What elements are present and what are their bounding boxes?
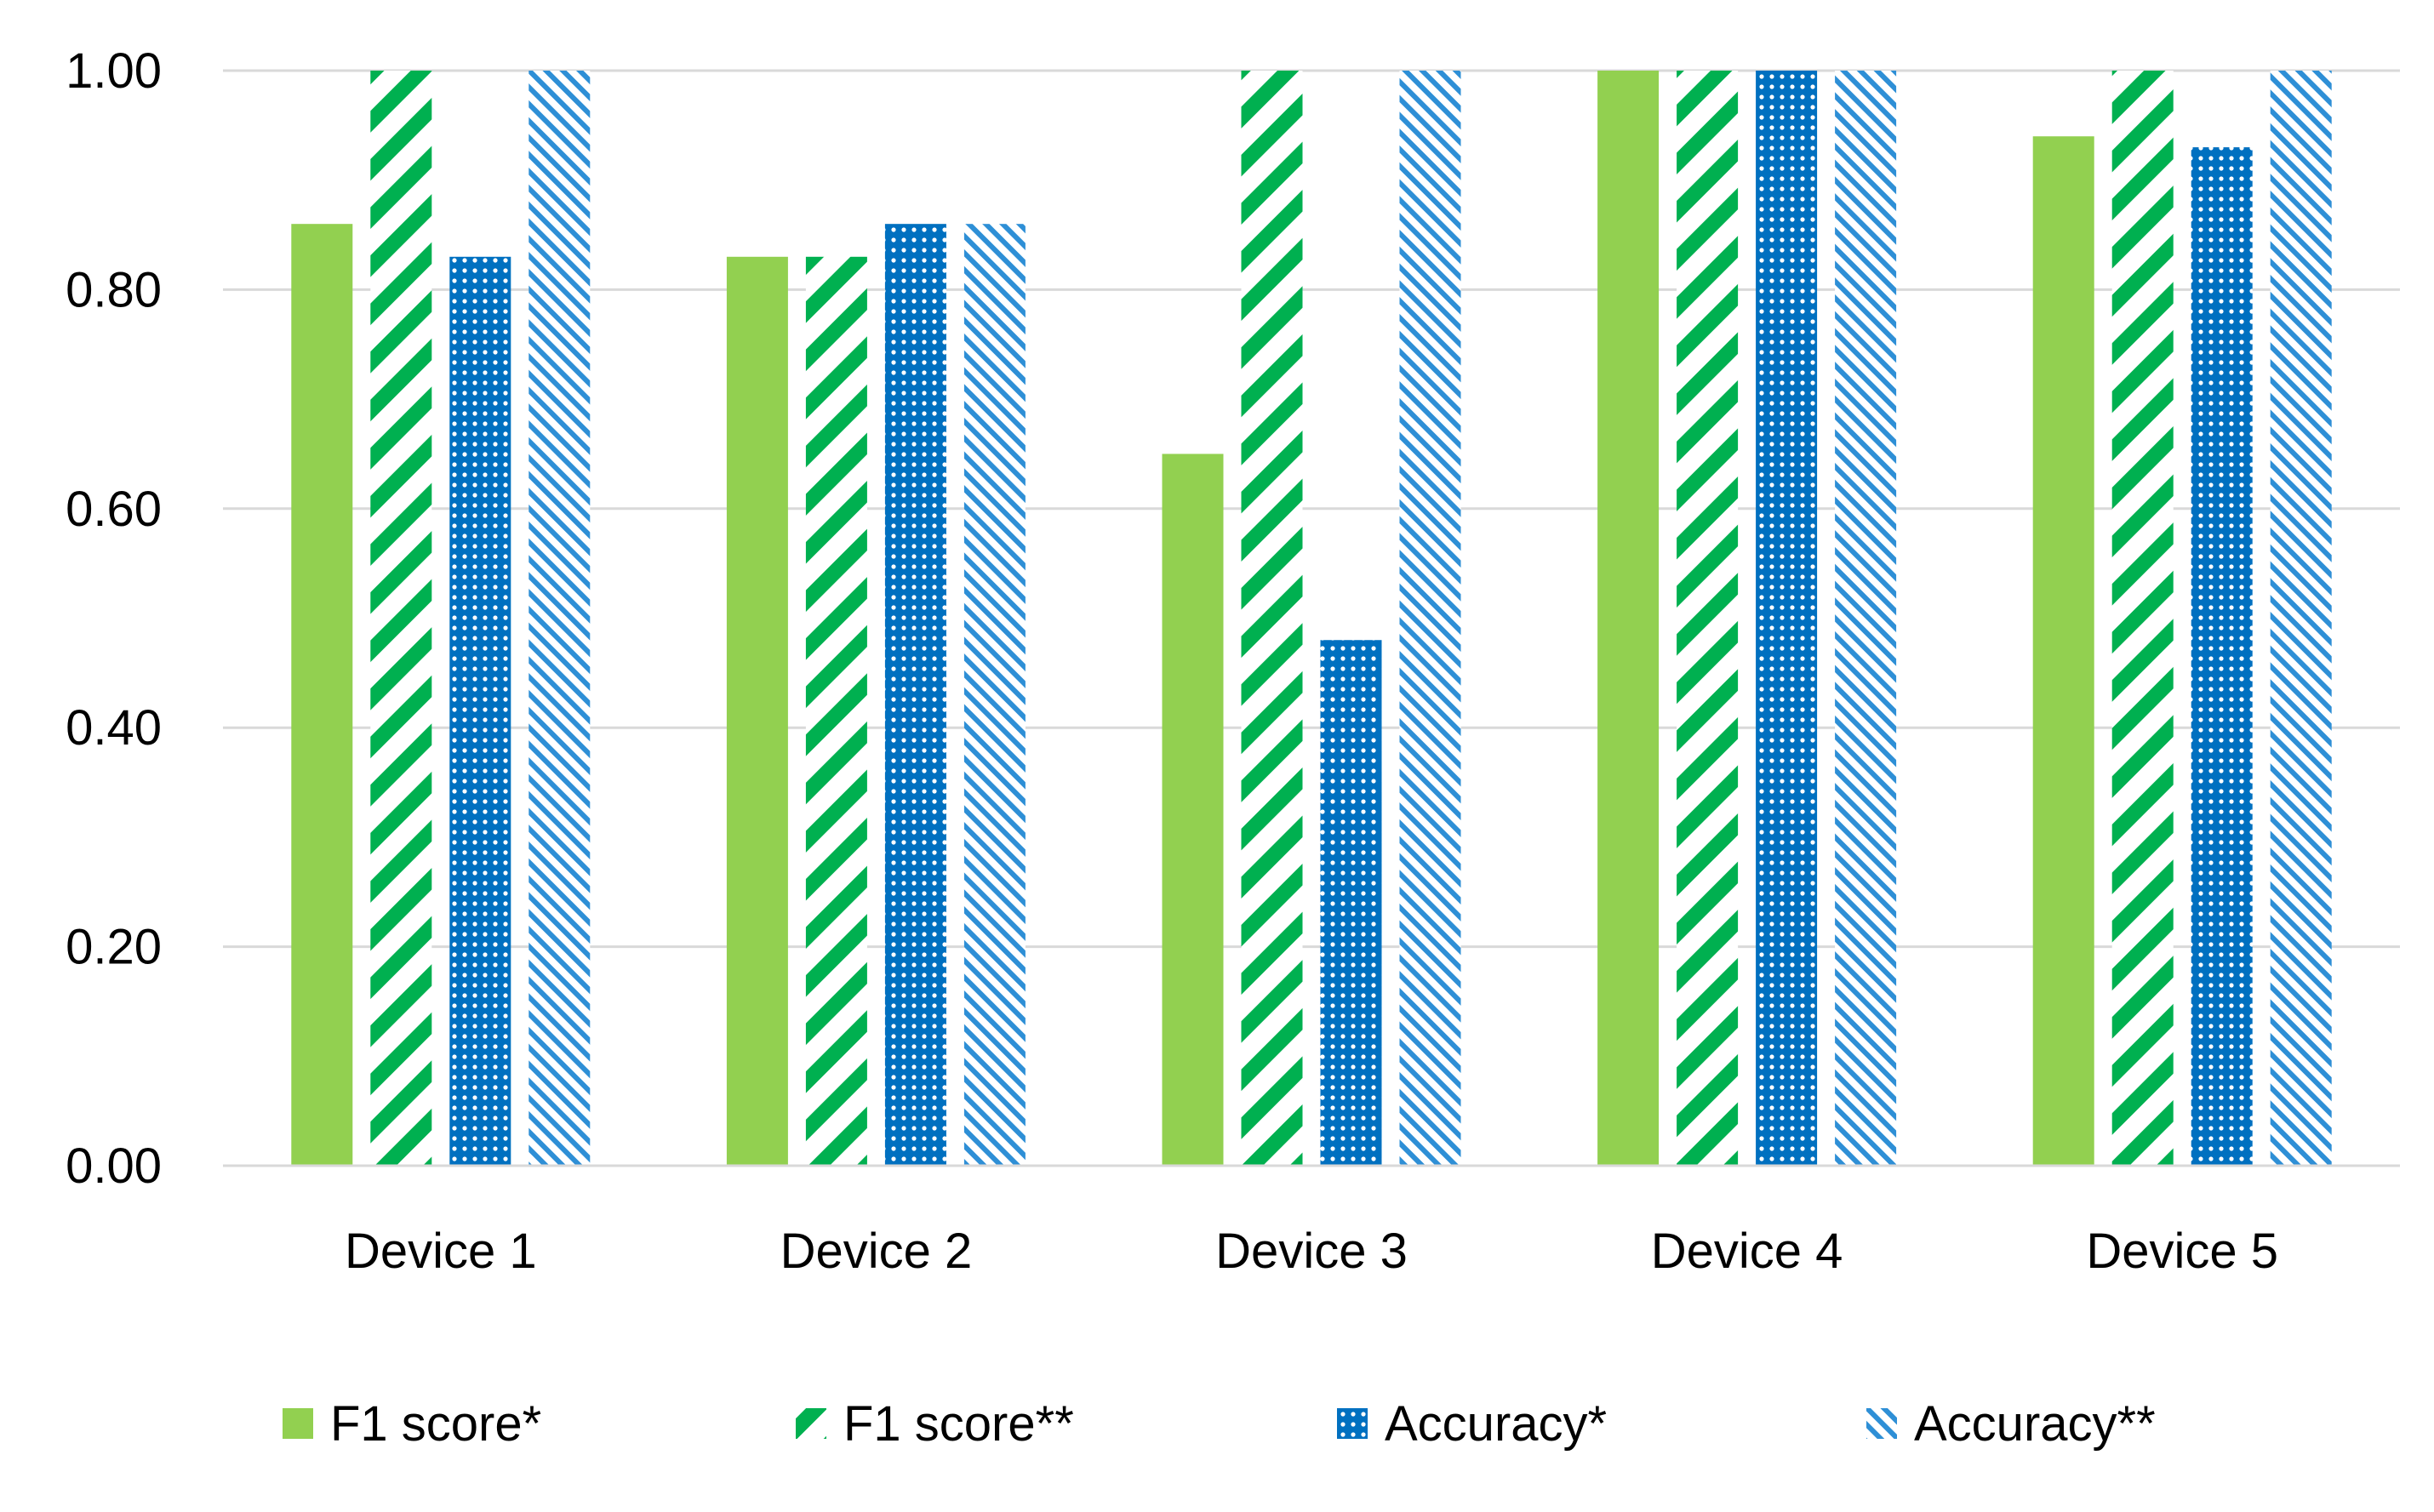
y-tick-label: 0.60 xyxy=(66,482,162,537)
legend-swatch xyxy=(1866,1408,1897,1439)
bar-f1-scoress-device-5 xyxy=(2111,71,2174,1166)
bar-f1-scoress-device-4 xyxy=(1677,71,1739,1166)
bar-accuracys-device-2 xyxy=(884,224,946,1167)
x-category-label: Device 4 xyxy=(1651,1224,1843,1279)
bar-f1-scoress-device-1 xyxy=(370,71,432,1166)
legend-label: F1 score* xyxy=(330,1396,541,1452)
bar-accuracyss-device-5 xyxy=(2270,71,2332,1166)
bar-accuracys-device-1 xyxy=(449,256,511,1166)
x-axis-category-labels: Device 1 Device 2 Device 3 Device 4 Device 5 xyxy=(345,1224,2278,1279)
x-category-label: Device 3 xyxy=(1215,1224,1408,1279)
bar-accuracys-device-5 xyxy=(2191,147,2253,1167)
legend-swatch xyxy=(1337,1408,1368,1439)
bar-f1-scoress-device-3 xyxy=(1241,71,1303,1166)
bar-accuracys-device-3 xyxy=(1320,640,1382,1166)
bar-accuracyss-device-2 xyxy=(963,224,1026,1167)
x-category-label: Device 5 xyxy=(2086,1224,2278,1279)
legend-swatch xyxy=(283,1408,313,1439)
y-axis-tick-labels: 0.00 0.20 0.40 0.60 0.80 1.00 xyxy=(66,43,162,1194)
bar-f1-scores-device-1 xyxy=(291,224,353,1167)
bar-accuracyss-device-4 xyxy=(1835,71,1897,1166)
bar-accuracyss-device-1 xyxy=(529,71,591,1166)
bar-f1-scoress-device-2 xyxy=(805,256,867,1166)
bar-f1-scores-device-3 xyxy=(1162,454,1224,1166)
legend-label: Accuracy** xyxy=(1914,1396,2156,1452)
y-tick-label: 0.00 xyxy=(66,1138,162,1194)
legend-label: F1 score** xyxy=(843,1396,1074,1452)
legend-swatch xyxy=(796,1408,826,1439)
y-tick-label: 0.80 xyxy=(66,262,162,317)
bar-accuracys-device-4 xyxy=(1756,71,1818,1166)
x-category-label: Device 2 xyxy=(780,1224,973,1279)
bars xyxy=(291,71,2332,1167)
y-tick-label: 1.00 xyxy=(66,43,162,99)
y-tick-label: 0.40 xyxy=(66,700,162,756)
y-tick-label: 0.20 xyxy=(66,920,162,975)
bar-accuracyss-device-3 xyxy=(1399,71,1461,1166)
bar-f1-scores-device-5 xyxy=(2032,136,2094,1167)
legend-label: Accuracy* xyxy=(1385,1396,1607,1452)
bar-f1-scores-device-2 xyxy=(726,256,788,1166)
x-category-label: Device 1 xyxy=(345,1224,537,1279)
bar-f1-scores-device-4 xyxy=(1597,71,1660,1166)
legend: F1 score* F1 score** Accuracy* Accuracy** xyxy=(283,1396,2156,1452)
